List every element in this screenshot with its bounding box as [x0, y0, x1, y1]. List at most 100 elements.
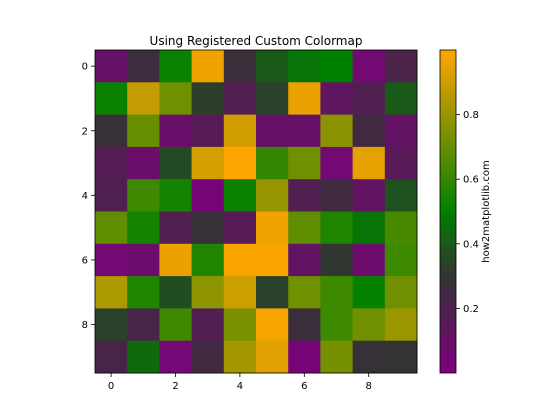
heatmap-cell [384, 308, 418, 342]
heatmap-cell [95, 114, 128, 148]
heatmap-cell [320, 146, 353, 180]
colorbar-tick-label: 0.6 [463, 175, 479, 186]
heatmap-cell [256, 243, 289, 277]
heatmap-cell [256, 179, 289, 212]
heatmap-cell [288, 146, 321, 180]
x-tick-label: 2 [172, 381, 178, 392]
heatmap-cell [384, 50, 418, 83]
heatmap-cell [352, 114, 386, 148]
heatmap-cell [288, 82, 321, 115]
heatmap-cell [352, 211, 386, 245]
heatmap-cell [95, 50, 128, 83]
heatmap-cell [352, 82, 386, 115]
heatmap-cell [384, 146, 418, 180]
y-tick-label: 8 [82, 320, 88, 331]
heatmap-cell [352, 50, 386, 83]
heatmap-cell [95, 82, 128, 115]
heatmap-cell [384, 340, 418, 374]
heatmap-cell [288, 179, 321, 212]
colorbar-label: how2matplotlib.com [481, 160, 492, 262]
colorbar-axis: 0.2 0.4 0.6 0.8 [456, 110, 479, 315]
heatmap-cell [223, 114, 257, 148]
heatmap-cell [127, 340, 160, 374]
heatmap-cell [127, 114, 160, 148]
heatmap-cell [95, 243, 128, 277]
heatmap-cell [320, 340, 353, 374]
heatmap-cell [223, 179, 257, 212]
heatmap-cell [223, 308, 257, 342]
heatmap-cell [95, 308, 128, 342]
x-tick-label: 4 [237, 381, 243, 392]
heatmap-cell [256, 50, 289, 83]
heatmap-cell [223, 211, 257, 245]
heatmap-cell [384, 211, 418, 245]
colorbar-tick-label: 0.4 [463, 239, 479, 250]
heatmap-cell [320, 243, 353, 277]
y-axis: 0 2 4 6 8 [82, 62, 95, 331]
heatmap-cell [288, 308, 321, 342]
heatmap-cell [288, 211, 321, 245]
heatmap-cell [159, 308, 192, 342]
heatmap-cell [127, 308, 160, 342]
y-tick-label: 2 [82, 126, 88, 137]
heatmap-cell [191, 82, 225, 115]
heatmap-cell [352, 179, 386, 212]
heatmap-cell [127, 50, 160, 83]
heatmap-cell [256, 146, 289, 180]
heatmap-cell [191, 211, 225, 245]
heatmap-cell [352, 340, 386, 374]
heatmap-cell [288, 50, 321, 83]
heatmap-cell [191, 114, 225, 148]
heatmap-cell [256, 340, 289, 374]
plot-frame [94, 49, 418, 374]
x-axis: 0 2 4 6 8 [108, 373, 372, 392]
heatmap-cell [127, 179, 160, 212]
colorbar-tick-label: 0.8 [463, 110, 479, 121]
heatmap-cell [127, 276, 160, 309]
heatmap-cell [223, 340, 257, 374]
heatmap-cell [159, 243, 192, 277]
heatmap-cell [352, 146, 386, 180]
heatmap-cell [159, 211, 192, 245]
heatmap-cell [159, 146, 192, 180]
heatmap-cell [288, 243, 321, 277]
heatmap-cell [223, 276, 257, 309]
heatmap-cell [320, 179, 353, 212]
heatmap-cell [159, 179, 192, 212]
colorbar-tick-label: 0.2 [463, 304, 479, 315]
heatmap-cell [159, 114, 192, 148]
heatmap-cell [191, 50, 225, 83]
heatmap-cell [320, 82, 353, 115]
heatmap-cell [320, 50, 353, 83]
heatmap-cell [352, 276, 386, 309]
y-tick-label: 4 [82, 191, 88, 202]
heatmap-cell [159, 50, 192, 83]
heatmap-cell [288, 276, 321, 309]
heatmap-cell [223, 82, 257, 115]
heatmap-cell [288, 114, 321, 148]
heatmap-cell [223, 146, 257, 180]
heatmap-cell [223, 243, 257, 277]
heatmap-cell [256, 114, 289, 148]
heatmap-cell [159, 340, 192, 374]
heatmap-cell [256, 211, 289, 245]
heatmap-cell [384, 276, 418, 309]
y-tick-label: 0 [82, 62, 88, 73]
heatmap-cell [191, 276, 225, 309]
heatmap-cell [352, 243, 386, 277]
heatmap-cell [223, 50, 257, 83]
heatmap-cell [320, 114, 353, 148]
x-tick-label: 0 [108, 381, 114, 392]
heatmap-cell [320, 211, 353, 245]
heatmap-cell [95, 179, 128, 212]
heatmap-cell [95, 146, 128, 180]
heatmap-cell [191, 243, 225, 277]
heatmap-cells [95, 50, 418, 374]
heatmap-cell [191, 146, 225, 180]
heatmap-cell [191, 340, 225, 374]
heatmap-cell [95, 276, 128, 309]
colorbar-frame [439, 49, 457, 374]
heatmap-cell [320, 308, 353, 342]
x-tick-label: 6 [301, 381, 307, 392]
